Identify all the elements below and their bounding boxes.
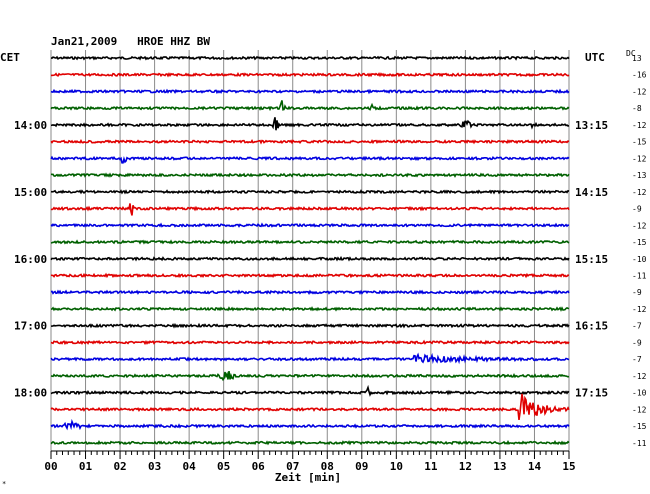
trace-line bbox=[50, 203, 570, 216]
dc-offset-label: -9 bbox=[632, 205, 642, 214]
label-group: Jan21,2009 HROE HHZ BW CET UTC DC Zeit [… bbox=[0, 35, 647, 488]
trace-line bbox=[50, 155, 570, 164]
x-tick-label: 12 bbox=[459, 460, 472, 473]
dc-offset-label: -16 bbox=[632, 71, 647, 80]
dc-offset-label: -12 bbox=[632, 405, 647, 414]
dc-offset-label: -12 bbox=[632, 221, 647, 230]
trace-line bbox=[50, 189, 570, 195]
chart-title: Jan21,2009 HROE HHZ BW bbox=[51, 35, 210, 48]
trace-line bbox=[50, 439, 570, 446]
trace-line bbox=[50, 418, 570, 431]
trace-line bbox=[50, 306, 570, 312]
trace-line bbox=[50, 100, 570, 112]
cet-hour-label: 14:00 bbox=[14, 119, 47, 132]
corner-mark: * bbox=[2, 480, 6, 488]
dc-offset-label: -9 bbox=[632, 288, 642, 297]
x-axis-label: Zeit [min] bbox=[275, 471, 341, 484]
right-axis-label: UTC bbox=[585, 51, 605, 64]
dc-offset-label: -12 bbox=[632, 87, 647, 96]
utc-time-label: 13:15 bbox=[575, 119, 608, 132]
x-tick-label: 00 bbox=[44, 460, 57, 473]
utc-time-label: 17:15 bbox=[575, 387, 608, 400]
trace-line bbox=[50, 322, 570, 329]
cet-hour-label: 15:00 bbox=[14, 186, 47, 199]
x-tick-label: 05 bbox=[217, 460, 230, 473]
trace-line bbox=[50, 117, 570, 131]
dc-offset-label: -15 bbox=[632, 422, 647, 431]
dc-offset-label: -7 bbox=[632, 322, 642, 331]
cet-hour-label: 17:00 bbox=[14, 320, 47, 333]
grid-lines bbox=[50, 50, 570, 459]
dc-offset-label: -15 bbox=[632, 238, 647, 247]
cet-hour-label: 16:00 bbox=[14, 253, 47, 266]
trace-line bbox=[50, 172, 570, 178]
x-tick-label: 11 bbox=[424, 460, 438, 473]
x-tick-label: 13 bbox=[493, 460, 506, 473]
x-tick-label: 15 bbox=[562, 460, 575, 473]
trace-line bbox=[50, 352, 570, 365]
utc-time-label: 15:15 bbox=[575, 253, 608, 266]
x-tick-label: 04 bbox=[183, 460, 197, 473]
dc-offset-label: -9 bbox=[632, 338, 642, 347]
x-tick-label: 09 bbox=[355, 460, 368, 473]
trace-line bbox=[50, 72, 570, 78]
dc-offset-label: -13 bbox=[632, 171, 647, 180]
dc-offset-label: -12 bbox=[632, 188, 647, 197]
x-tick-label: 06 bbox=[252, 460, 266, 473]
trace-line bbox=[50, 289, 570, 295]
dc-offset-label: -15 bbox=[632, 138, 647, 147]
trace-line bbox=[50, 239, 570, 245]
left-axis-label: CET bbox=[0, 51, 20, 64]
dc-offset-label: -12 bbox=[632, 305, 647, 314]
dc-offset-label: -12 bbox=[632, 154, 647, 163]
dc-offset-label: 13 bbox=[632, 54, 642, 63]
dc-offset-label: -8 bbox=[632, 104, 642, 113]
trace-line bbox=[50, 393, 570, 421]
x-tick-label: 14 bbox=[528, 460, 542, 473]
dc-offset-label: -10 bbox=[632, 389, 647, 398]
x-tick-label: 01 bbox=[79, 460, 93, 473]
trace-line bbox=[50, 339, 570, 346]
utc-time-label: 16:15 bbox=[575, 320, 608, 333]
trace-line bbox=[50, 88, 570, 95]
dc-offset-label: -11 bbox=[632, 439, 647, 448]
x-tick-label: 03 bbox=[148, 460, 161, 473]
cet-hour-label: 18:00 bbox=[14, 387, 47, 400]
x-tick-label: 08 bbox=[321, 460, 334, 473]
trace-line bbox=[50, 222, 570, 228]
dc-offset-label: -12 bbox=[632, 121, 647, 130]
dc-offset-label: -12 bbox=[632, 372, 647, 381]
x-tick-label: 02 bbox=[113, 460, 126, 473]
x-tick-label: 10 bbox=[390, 460, 403, 473]
trace-line bbox=[50, 371, 570, 382]
trace-group bbox=[50, 55, 570, 446]
trace-line bbox=[50, 272, 570, 279]
trace-line bbox=[50, 255, 570, 262]
dc-offset-label: -7 bbox=[632, 355, 642, 364]
x-tick-label: 07 bbox=[286, 460, 299, 473]
trace-line bbox=[50, 139, 570, 145]
offset-header: DC bbox=[626, 49, 636, 58]
dc-offset-label: -10 bbox=[632, 255, 647, 264]
utc-time-label: 14:15 bbox=[575, 186, 608, 199]
trace-line bbox=[50, 384, 570, 397]
dc-offset-label: -11 bbox=[632, 271, 647, 280]
trace-line bbox=[50, 55, 570, 61]
